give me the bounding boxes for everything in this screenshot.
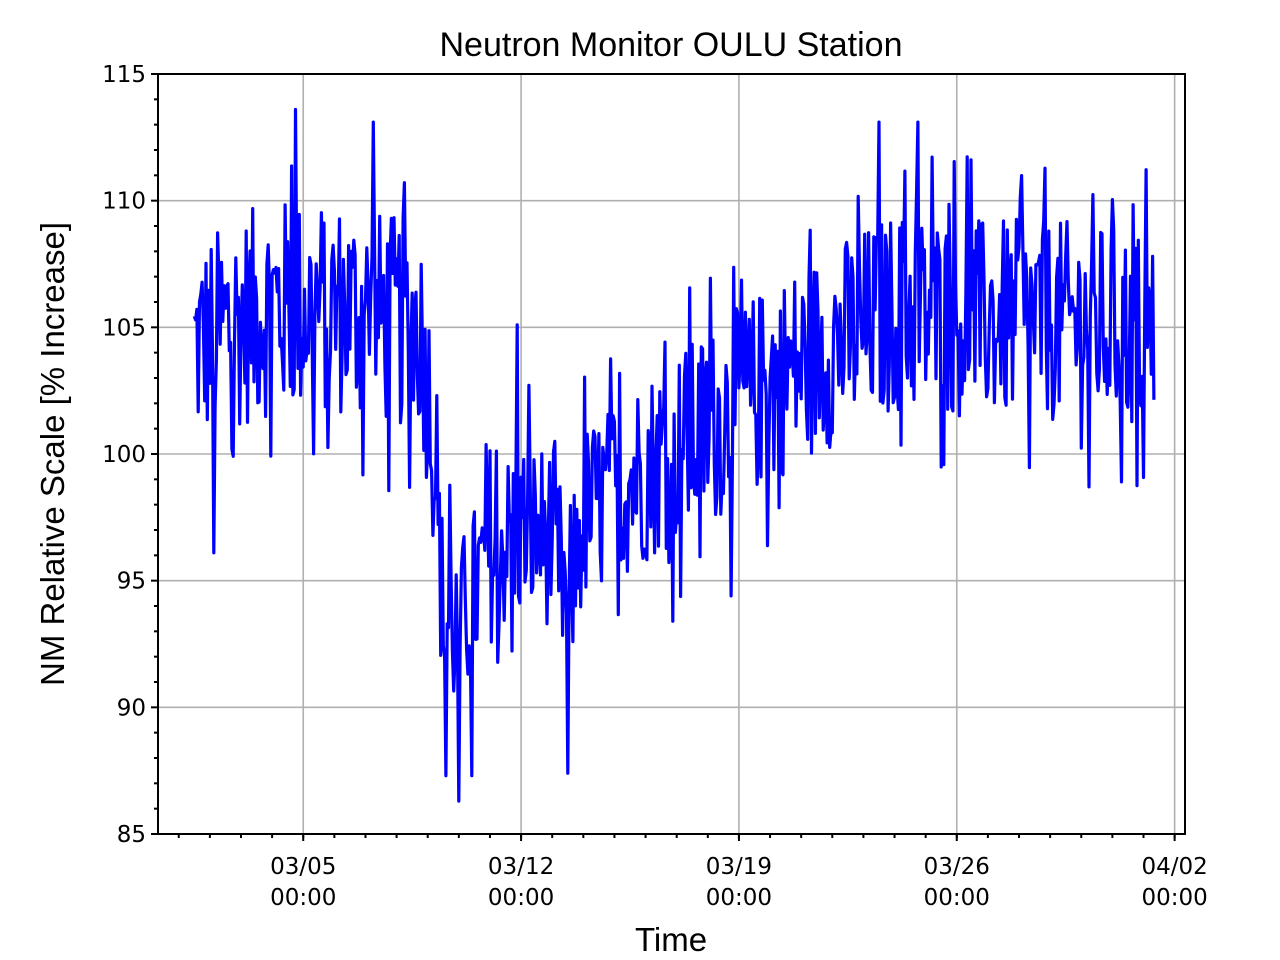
y-tick-label: 105 [102,315,146,341]
y-tick-label: 100 [102,442,146,468]
x-tick-label: 04/02 00:00 [1141,854,1207,911]
x-tick-label: 03/05 00:00 [270,854,336,911]
y-tick-label: 110 [102,189,146,215]
x-tick-label: 03/19 00:00 [706,854,772,911]
chart-title: Neutron Monitor OULU Station [440,26,903,64]
axis-ticks: 85 90 95 100 105 110 115 03/05 00:00 03/12 00:00 03… [102,62,1208,911]
x-tick-label: 03/26 00:00 [924,854,990,911]
data-series-line [192,107,1156,803]
y-tick-label: 115 [102,62,146,88]
x-axis-label: Time [635,921,707,958]
y-axis-label: NM Relative Scale [% Increase] [34,222,71,686]
y-tick-label: 85 [117,822,146,848]
y-tick-label: 90 [117,695,146,721]
x-tick-label: 03/12 00:00 [488,854,554,911]
y-tick-label: 95 [117,569,146,595]
